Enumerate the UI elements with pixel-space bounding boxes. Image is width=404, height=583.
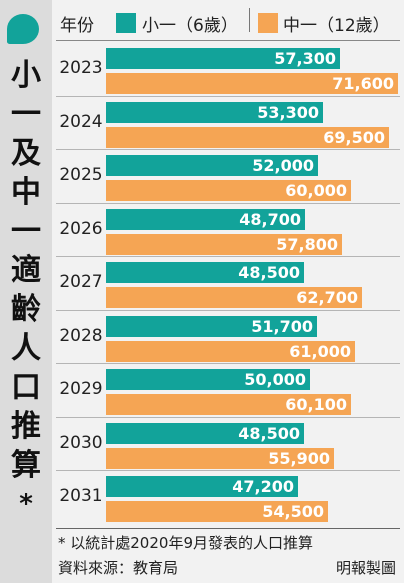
bar-value-label: 54,500 <box>262 502 324 521</box>
bar-s1: 61,000 <box>106 340 355 362</box>
year-label: 2025 <box>59 165 103 185</box>
row-separator <box>56 470 400 471</box>
bar-s1: 55,900 <box>106 447 334 469</box>
bar-value-label: 52,000 <box>252 156 314 175</box>
bar-p1: 53,300 <box>106 101 323 123</box>
title-char: 適 <box>11 253 41 288</box>
speech-bubble-icon <box>7 14 39 44</box>
year-label: 2030 <box>59 432 103 453</box>
bar-s1: 62,700 <box>106 287 362 308</box>
bar-value-label: 61,000 <box>289 341 351 361</box>
credit-note: 明報製圖 <box>335 559 396 577</box>
bar-p1: 52,000 <box>106 155 318 176</box>
row-separator <box>56 363 400 364</box>
bar-value-label: 57,300 <box>274 49 336 68</box>
bar-s1: 54,500 <box>106 501 328 522</box>
title-char: 算 <box>11 448 41 483</box>
bar-value-label: 50,000 <box>244 370 306 389</box>
title-char: 及 <box>11 136 41 171</box>
row-separator <box>56 256 400 257</box>
bar-s1: 57,800 <box>106 233 342 255</box>
row-separator <box>56 202 400 204</box>
bar-p1: 48,500 <box>106 262 304 283</box>
year-label: 2023 <box>59 58 103 78</box>
legend-swatch-p1 <box>116 13 136 33</box>
title-char: 人 <box>11 331 41 366</box>
row-separator <box>56 416 400 418</box>
footer-rule <box>56 528 400 529</box>
bar-value-label: 51,700 <box>251 316 313 336</box>
bar-value-label: 69,500 <box>323 127 385 147</box>
bar-value-label: 55,900 <box>268 448 330 468</box>
title-char: 推 <box>11 409 41 444</box>
title-char: 小 <box>11 58 41 93</box>
legend-separator <box>249 8 250 32</box>
row-separator <box>56 309 400 311</box>
bar-p1: 47,200 <box>106 476 298 497</box>
source-note: 資料來源：教育局 <box>58 559 179 577</box>
legend-label-s1: 中一（12歲） <box>283 16 390 36</box>
bar-value-label: 47,200 <box>232 477 294 496</box>
title-char: 齡 <box>11 292 41 327</box>
legend-item-p1: 小一（6歲） <box>116 8 246 36</box>
legend-label-p1: 小一（6歲） <box>142 16 238 36</box>
year-label: 2024 <box>59 111 103 132</box>
legend-swatch-s1 <box>258 13 278 33</box>
bar-value-label: 48,700 <box>239 209 301 229</box>
title-char: 一 <box>11 97 41 132</box>
bar-value-label: 62,700 <box>296 288 358 307</box>
title-sidebar: 小一及中一適齡人口推算 * <box>0 0 52 583</box>
bar-value-label: 71,600 <box>332 74 394 93</box>
year-label: 2029 <box>59 379 103 399</box>
year-label: 2028 <box>59 325 103 346</box>
bar-s1: 60,000 <box>106 180 351 201</box>
title-char: * <box>19 489 33 519</box>
bar-s1: 71,600 <box>106 73 398 94</box>
bar-s1: 60,100 <box>106 394 351 415</box>
legend-year-header: 年份 <box>60 16 94 36</box>
bar-s1: 69,500 <box>106 126 389 148</box>
bar-p1: 51,700 <box>106 315 317 337</box>
year-label: 2027 <box>59 272 103 292</box>
bar-p1: 57,300 <box>106 48 340 69</box>
title-char: 一 <box>11 214 41 249</box>
footnote: * 以統計處2020年9月發表的人口推算 <box>58 534 313 552</box>
legend-item-s1: 中一（12歲） <box>258 8 402 36</box>
bar-value-label: 48,500 <box>238 423 300 443</box>
year-label: 2026 <box>59 218 103 239</box>
chart-title: 小一及中一適齡人口推算 * <box>4 56 48 524</box>
bar-value-label: 60,100 <box>285 395 347 414</box>
bar-p1: 48,500 <box>106 422 304 444</box>
row-separator <box>56 95 400 97</box>
row-separator <box>56 149 400 150</box>
bar-value-label: 53,300 <box>257 102 319 122</box>
bar-value-label: 48,500 <box>238 263 300 282</box>
bar-value-label: 57,800 <box>276 234 338 254</box>
bar-p1: 50,000 <box>106 369 310 390</box>
year-label: 2031 <box>59 486 103 506</box>
header-rule <box>56 40 400 41</box>
bar-p1: 48,700 <box>106 208 305 230</box>
title-char: 口 <box>11 370 41 405</box>
title-char: 中 <box>11 175 41 210</box>
bar-value-label: 60,000 <box>285 181 347 200</box>
